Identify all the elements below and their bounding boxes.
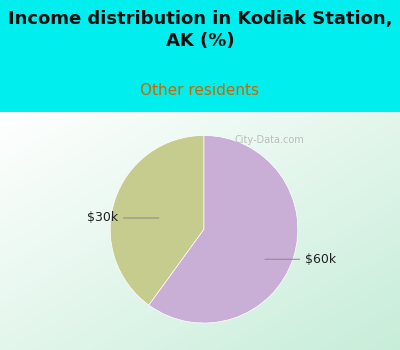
Wedge shape <box>110 135 204 305</box>
Text: City-Data.com: City-Data.com <box>235 135 304 145</box>
Wedge shape <box>149 135 298 323</box>
Text: $30k: $30k <box>87 211 159 224</box>
Text: $60k: $60k <box>265 253 336 266</box>
Text: Other residents: Other residents <box>140 83 260 98</box>
Text: Income distribution in Kodiak Station,
AK (%): Income distribution in Kodiak Station, A… <box>8 9 392 50</box>
